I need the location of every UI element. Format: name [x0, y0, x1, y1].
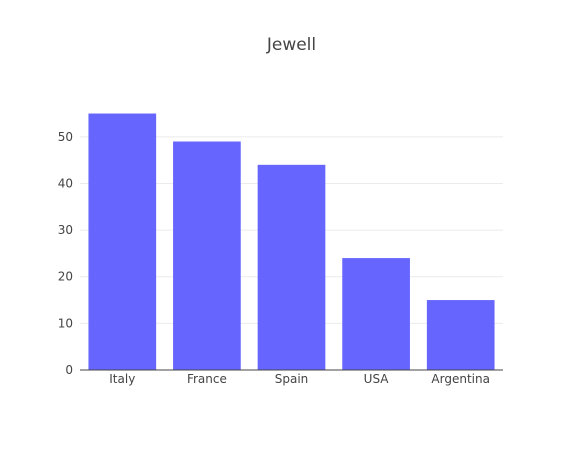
y-tick-label: 30 [58, 223, 73, 237]
x-axis: Italy France Spain USA Argentina [80, 369, 503, 386]
y-tick-label: 10 [58, 316, 73, 330]
y-tick-label: 0 [65, 363, 73, 377]
x-tick-label: France [187, 372, 227, 386]
x-tick-label: Spain [275, 372, 309, 386]
x-tick-label: Italy [109, 372, 135, 386]
y-tick-label: 40 [58, 176, 73, 190]
y-axis: 0 10 20 30 40 50 [58, 130, 73, 377]
bar-italy [88, 113, 157, 370]
bar-argentina [426, 300, 495, 370]
y-tick-label: 50 [58, 130, 73, 144]
x-tick-label: USA [364, 372, 390, 386]
y-tick-label: 20 [58, 270, 73, 284]
bar-usa [342, 258, 410, 370]
chart-title: Jewell [266, 35, 316, 55]
bar-france [173, 141, 241, 370]
bars [88, 113, 495, 370]
x-tick-label: Argentina [431, 372, 490, 386]
bar-spain [257, 164, 326, 370]
